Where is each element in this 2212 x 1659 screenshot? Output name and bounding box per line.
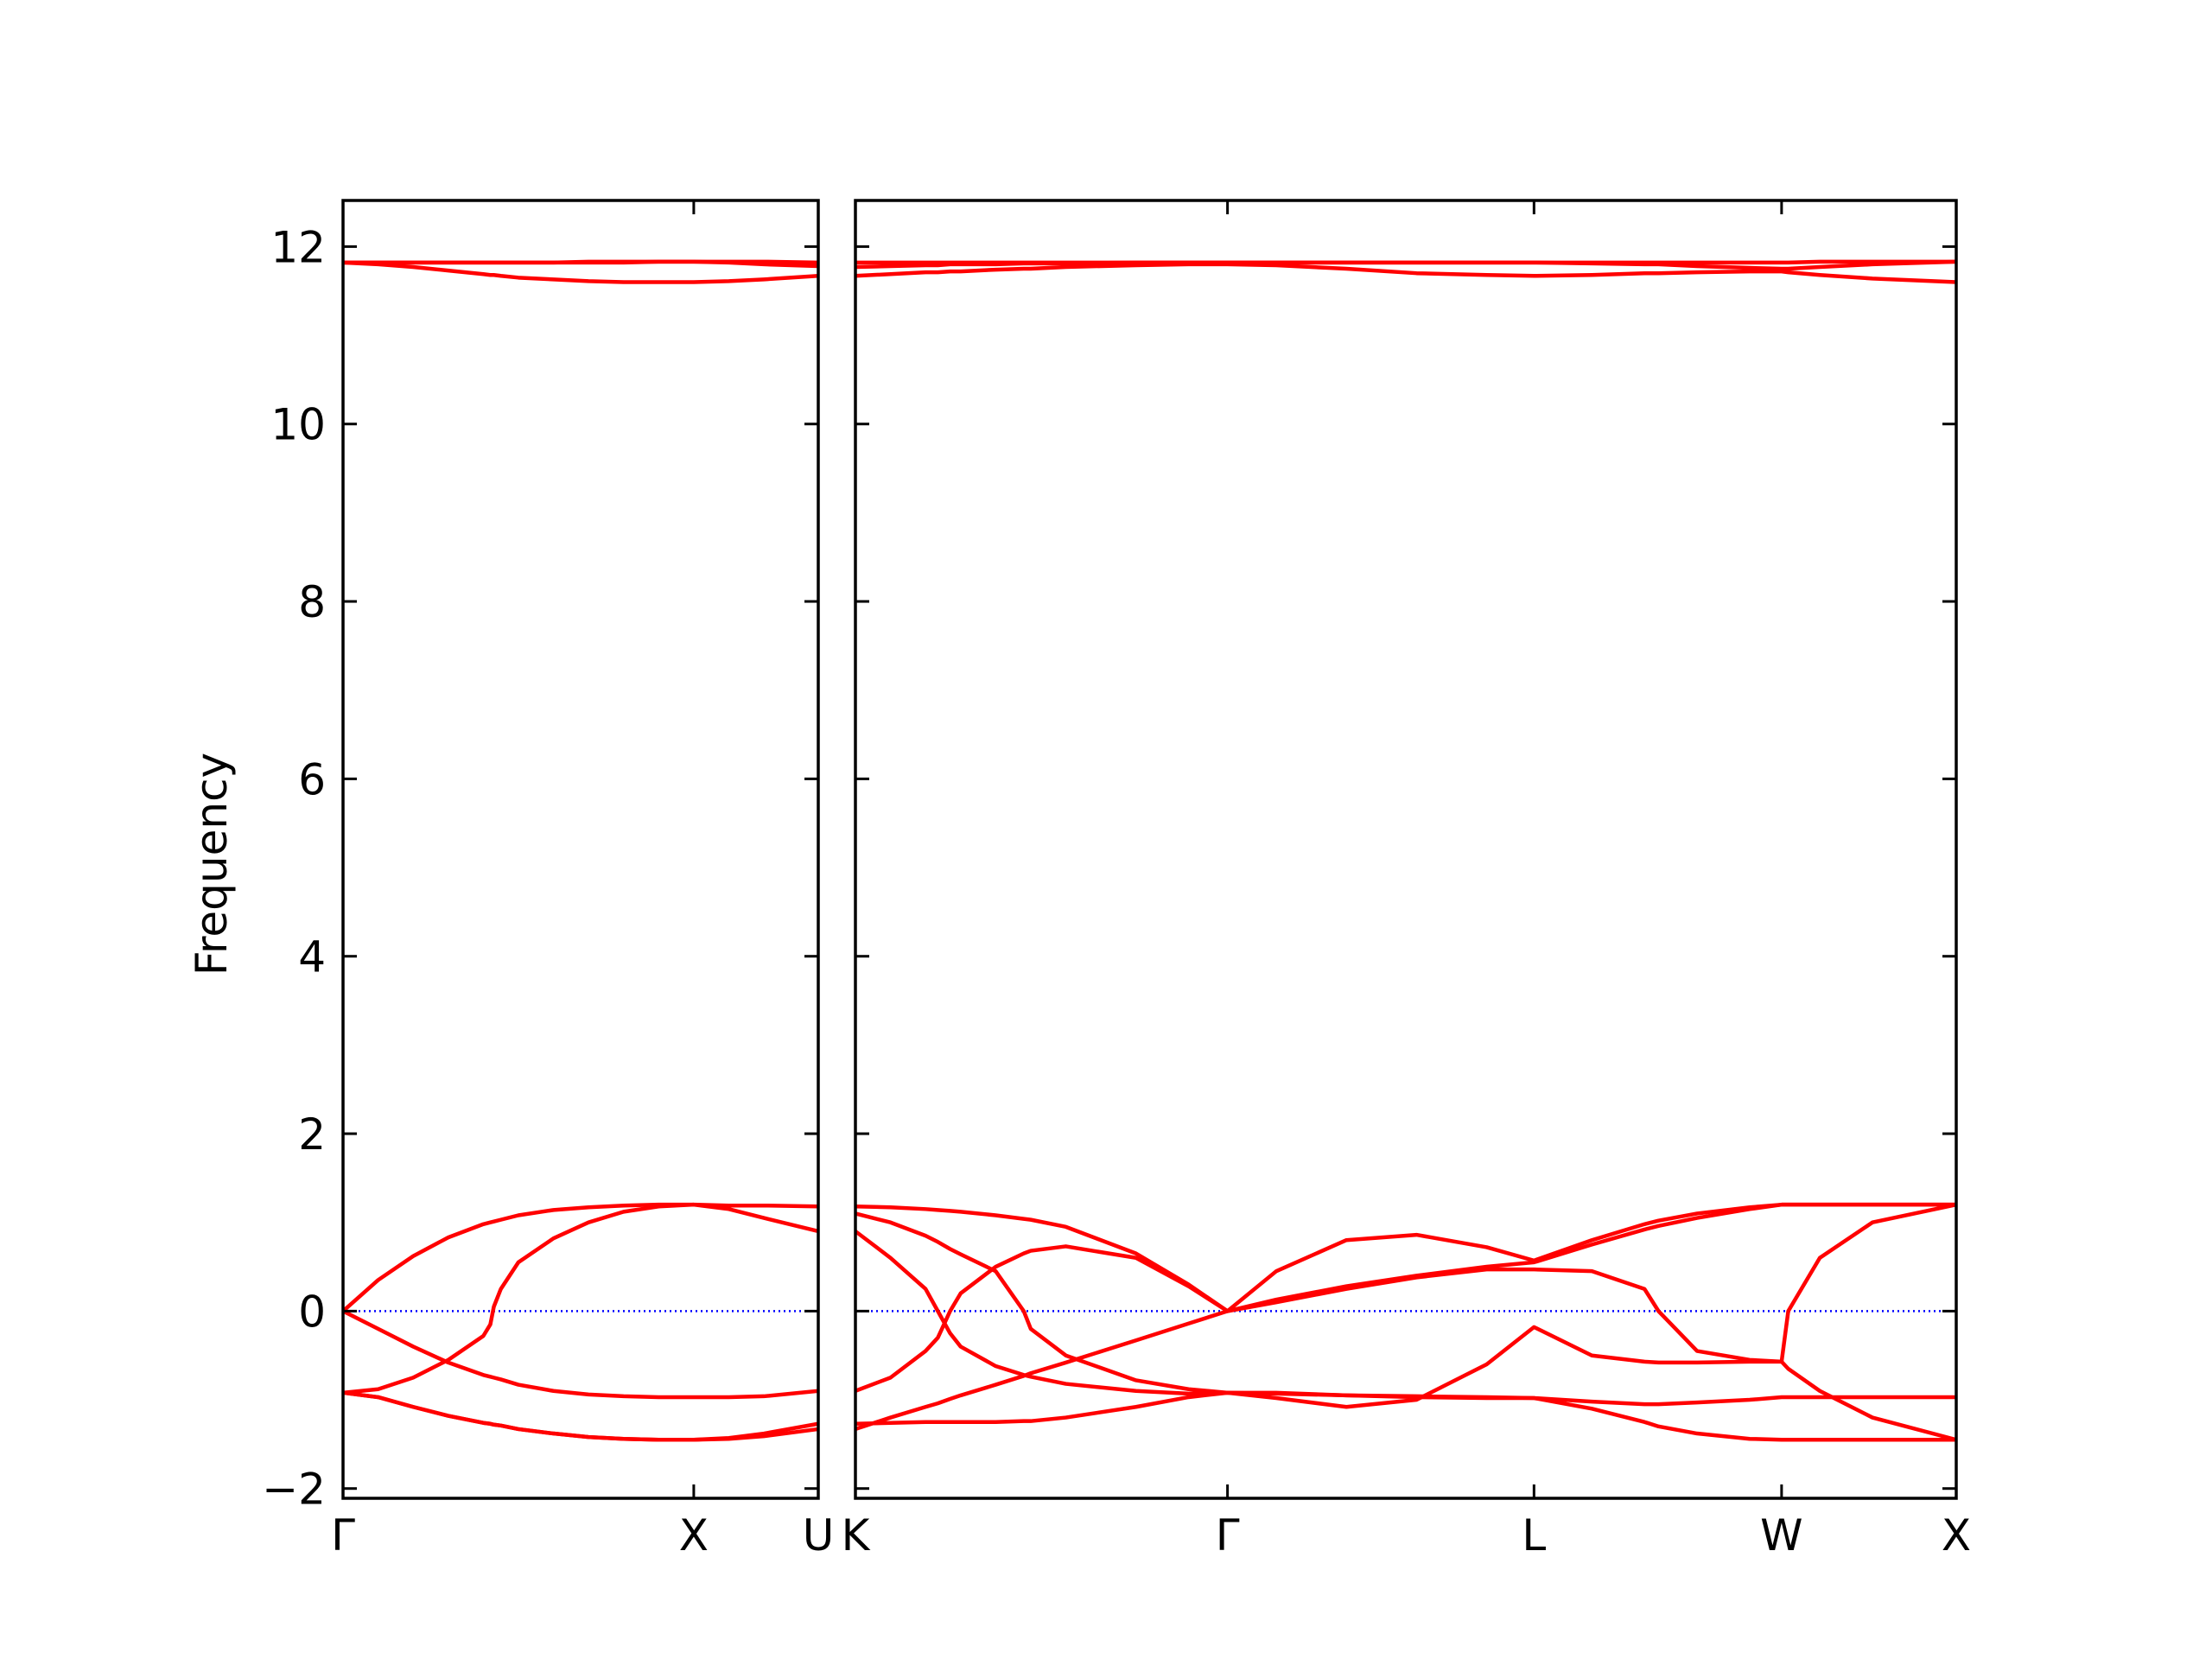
x-tick-label: U xyxy=(803,1510,835,1560)
band-line xyxy=(855,259,1957,271)
y-tick-label: 10 xyxy=(270,400,326,450)
y-axis-label: Frequency xyxy=(187,753,237,976)
band-line xyxy=(341,1202,819,1313)
plot-frame xyxy=(341,199,820,1500)
band-line xyxy=(855,1202,1956,1313)
band-line xyxy=(855,1202,1957,1393)
band-line xyxy=(342,1202,819,1395)
x-tick-label: W xyxy=(1760,1510,1802,1560)
band-line xyxy=(342,1390,819,1442)
band-line xyxy=(855,1202,1956,1432)
y-tick-label: 0 xyxy=(298,1287,326,1337)
band-line xyxy=(342,1390,819,1442)
y-tick-label: 12 xyxy=(270,222,326,272)
x-tick-label: X xyxy=(679,1510,709,1560)
y-tick-label: −2 xyxy=(262,1465,326,1515)
band-line xyxy=(343,259,819,269)
band-line xyxy=(855,1211,1957,1442)
x-tick-label: L xyxy=(1522,1510,1546,1560)
band-line xyxy=(855,262,1957,284)
band-line xyxy=(342,260,819,284)
x-tick-label: X xyxy=(1942,1510,1971,1560)
y-tick-label: 6 xyxy=(298,754,326,804)
y-tick-label: 8 xyxy=(298,577,326,627)
band-line xyxy=(855,1390,1956,1442)
x-tick-label: Γ xyxy=(1216,1510,1240,1560)
y-tick-label: 4 xyxy=(298,932,326,982)
x-tick-label: Γ xyxy=(331,1510,355,1560)
band-line xyxy=(341,1309,819,1400)
x-tick-label: K xyxy=(842,1510,871,1560)
plot-frame xyxy=(854,199,1958,1500)
y-tick-label: 2 xyxy=(298,1109,326,1160)
